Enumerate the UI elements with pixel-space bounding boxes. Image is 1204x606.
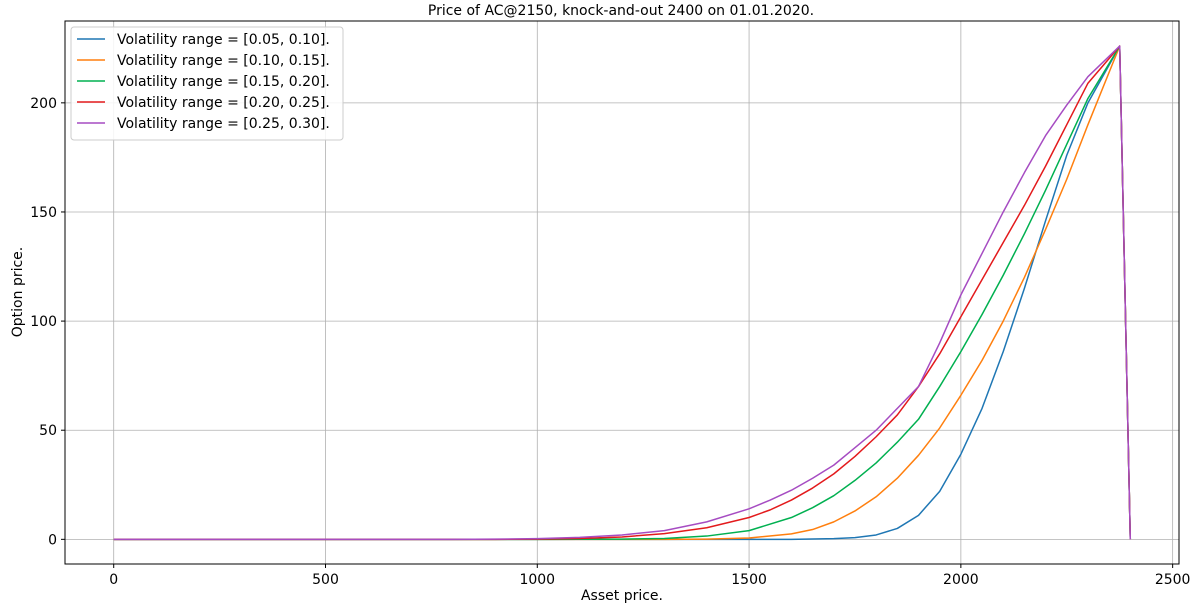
y-tick-label: 50 [39,423,57,439]
series-line-2 [113,45,1132,541]
legend-entry-1: Volatility range = [0.05, 0.10]. [117,32,330,48]
series-line-1 [113,45,1132,541]
y-tick-label: 200 [30,96,57,112]
legend-entry-4: Volatility range = [0.20, 0.25]. [117,95,330,111]
x-tick-label: 1000 [519,572,555,588]
plot-area-frame [64,20,1180,565]
x-axis-ticks: 0 500 1000 1500 2000 2500 [109,564,1190,588]
y-axis-label: Option price. [10,247,26,337]
y-axis-ticks: 0 50 100 150 200 [30,96,65,548]
x-axis-label: Asset price. [581,588,663,604]
x-tick-label: 500 [312,572,339,588]
x-tick-label: 0 [109,572,118,588]
chart-title: Price of AC@2150, knock-and-out 2400 on … [428,3,814,19]
x-tick-label: 2500 [1155,572,1191,588]
x-tick-label: 1500 [731,572,767,588]
plot-lines [113,45,1132,541]
x-tick-label: 2000 [943,572,979,588]
series-line-3 [113,45,1132,541]
legend-box [70,26,344,141]
legend: Volatility range = [0.05, 0.10]. Volatili… [70,26,344,141]
legend-entry-2: Volatility range = [0.10, 0.15]. [117,53,330,69]
y-tick-label: 150 [30,205,57,221]
y-tick-label: 100 [30,314,57,330]
legend-entry-3: Volatility range = [0.15, 0.20]. [117,74,330,90]
legend-entry-5: Volatility range = [0.25, 0.30]. [117,116,330,132]
series-line-4 [113,45,1132,541]
y-tick-label: 0 [48,532,57,548]
series-line-5 [113,45,1132,541]
